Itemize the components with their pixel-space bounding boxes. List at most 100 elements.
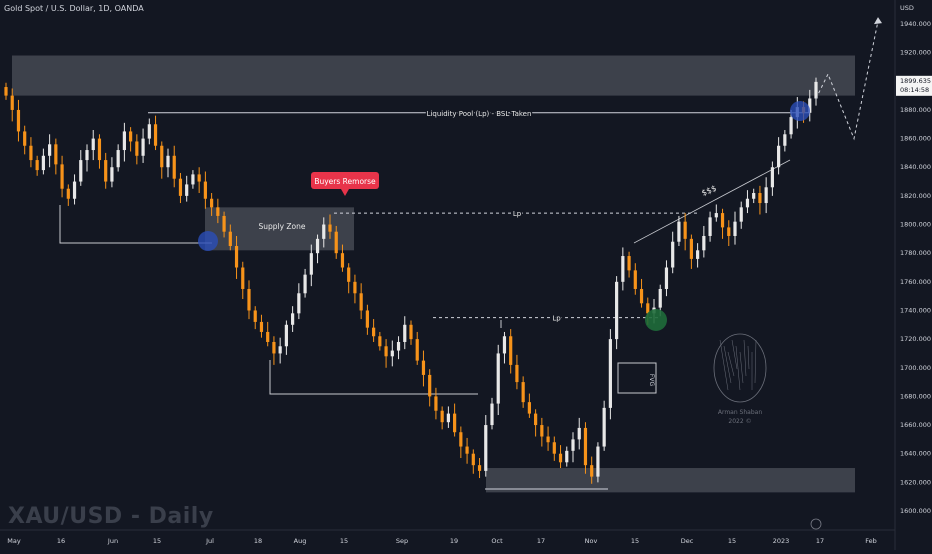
candle-body[interactable] — [378, 336, 382, 347]
candle-body[interactable] — [328, 224, 332, 232]
candle-body[interactable] — [203, 181, 207, 199]
candle-body[interactable] — [396, 341, 401, 351]
candle-body[interactable] — [434, 396, 438, 411]
candle-body[interactable] — [191, 174, 195, 185]
candle-body[interactable] — [509, 336, 513, 365]
candle-body[interactable] — [10, 95, 14, 110]
candle-body[interactable] — [4, 87, 8, 96]
candle-body[interactable] — [104, 160, 108, 182]
candle-body[interactable] — [234, 246, 239, 268]
candle-body[interactable] — [253, 310, 257, 322]
candle-body[interactable] — [540, 425, 544, 437]
candle-body[interactable] — [615, 281, 619, 340]
candle-body[interactable] — [178, 178, 183, 196]
candle-body[interactable] — [683, 221, 687, 239]
candle-body[interactable] — [783, 134, 787, 146]
candle-body[interactable] — [633, 270, 637, 289]
candle-body[interactable] — [534, 413, 538, 426]
candle-body[interactable] — [565, 450, 569, 463]
candle-body[interactable] — [141, 138, 145, 156]
zone-rect[interactable] — [486, 468, 855, 493]
candle-body[interactable] — [758, 193, 762, 204]
candle-body[interactable] — [309, 253, 313, 275]
candle-body[interactable] — [347, 267, 351, 282]
candle-body[interactable] — [752, 193, 756, 199]
candle-body[interactable] — [596, 446, 600, 477]
candle-body[interactable] — [266, 331, 270, 342]
candle-body[interactable] — [210, 198, 214, 208]
candle-body[interactable] — [110, 167, 114, 182]
candle-body[interactable] — [16, 109, 21, 132]
candle-body[interactable] — [664, 267, 669, 289]
candle-body[interactable] — [172, 155, 176, 179]
candle-body[interactable] — [658, 288, 662, 308]
candle-body[interactable] — [153, 124, 158, 146]
candle-body[interactable] — [789, 117, 793, 135]
candle-body[interactable] — [129, 131, 133, 142]
current-price-box[interactable] — [896, 75, 932, 96]
candle-body[interactable] — [322, 224, 326, 239]
candle-body[interactable] — [583, 427, 588, 466]
candle-body[interactable] — [222, 215, 226, 232]
liquidity-sweep-circle[interactable] — [790, 101, 810, 121]
candle-body[interactable] — [297, 293, 301, 314]
candle-body[interactable] — [446, 413, 450, 423]
candle-body[interactable] — [571, 439, 575, 451]
candle-body[interactable] — [315, 238, 320, 254]
zone-rect[interactable] — [12, 55, 855, 96]
candle-body[interactable] — [372, 327, 376, 337]
candle-body[interactable] — [272, 341, 276, 354]
candle-body[interactable] — [477, 465, 482, 471]
candle-body[interactable] — [60, 164, 64, 189]
candle-body[interactable] — [197, 174, 201, 182]
candle-body[interactable] — [777, 145, 781, 168]
candle-body[interactable] — [278, 346, 282, 354]
candle-body[interactable] — [627, 256, 631, 271]
candle-body[interactable] — [577, 427, 581, 440]
candle-body[interactable] — [259, 321, 264, 332]
candle-body[interactable] — [453, 413, 457, 433]
candle-body[interactable] — [303, 274, 307, 294]
candle-body[interactable] — [702, 235, 706, 251]
candle-body[interactable] — [353, 281, 357, 294]
candle-body[interactable] — [727, 227, 731, 236]
candle-body[interactable] — [85, 150, 89, 161]
candle-body[interactable] — [484, 425, 488, 471]
candle-body[interactable] — [502, 336, 507, 354]
candle-body[interactable] — [384, 346, 388, 357]
candle-body[interactable] — [764, 187, 768, 204]
candle-body[interactable] — [29, 145, 33, 161]
buyers-remorse-bubble[interactable] — [311, 172, 379, 189]
candle-body[interactable] — [166, 155, 170, 168]
candle-body[interactable] — [471, 453, 475, 466]
candle-body[interactable] — [291, 313, 295, 325]
liquidity-sweep-circle[interactable] — [198, 231, 218, 251]
candle-body[interactable] — [97, 138, 102, 161]
candle-body[interactable] — [79, 160, 83, 182]
lightning-icon[interactable] — [810, 518, 822, 530]
candle-body[interactable] — [671, 241, 675, 268]
candle-body[interactable] — [72, 181, 77, 199]
candle-body[interactable] — [552, 442, 556, 454]
candle-body[interactable] — [733, 221, 737, 236]
candle-body[interactable] — [403, 324, 407, 342]
candle-body[interactable] — [720, 213, 725, 228]
candle-body[interactable] — [440, 410, 444, 423]
candle-body[interactable] — [590, 465, 594, 477]
candle-body[interactable] — [677, 221, 681, 242]
candle-body[interactable] — [546, 436, 550, 443]
candle-body[interactable] — [340, 253, 345, 268]
candle-body[interactable] — [465, 446, 469, 454]
candle-body[interactable] — [390, 350, 394, 357]
candle-body[interactable] — [48, 144, 52, 156]
candle-body[interactable] — [35, 160, 39, 171]
candle-body[interactable] — [122, 131, 126, 151]
candle-body[interactable] — [241, 267, 245, 289]
demand-circle[interactable] — [645, 309, 667, 331]
candle-body[interactable] — [228, 231, 232, 247]
candle-body[interactable] — [814, 81, 818, 99]
candle-body[interactable] — [496, 353, 500, 404]
candle-body[interactable] — [770, 167, 774, 188]
candle-body[interactable] — [689, 238, 693, 259]
